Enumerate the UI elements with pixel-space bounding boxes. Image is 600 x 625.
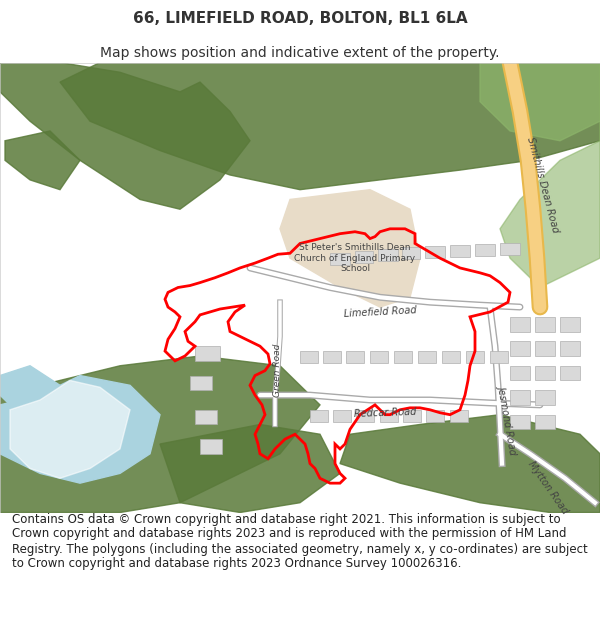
FancyBboxPatch shape <box>195 410 217 424</box>
Text: Limefield Road: Limefield Road <box>343 305 416 319</box>
FancyBboxPatch shape <box>535 390 555 405</box>
FancyBboxPatch shape <box>346 351 364 363</box>
Polygon shape <box>340 414 600 512</box>
FancyBboxPatch shape <box>560 317 580 331</box>
Polygon shape <box>0 376 160 483</box>
Polygon shape <box>0 366 60 414</box>
FancyBboxPatch shape <box>510 390 530 405</box>
Text: Map shows position and indicative extent of the property.: Map shows position and indicative extent… <box>100 46 500 59</box>
FancyBboxPatch shape <box>535 414 555 429</box>
FancyBboxPatch shape <box>450 410 468 421</box>
FancyBboxPatch shape <box>394 351 412 363</box>
Polygon shape <box>60 62 600 189</box>
FancyBboxPatch shape <box>475 244 495 256</box>
FancyBboxPatch shape <box>442 351 460 363</box>
FancyBboxPatch shape <box>490 351 508 363</box>
FancyBboxPatch shape <box>310 410 328 421</box>
FancyBboxPatch shape <box>535 341 555 356</box>
FancyBboxPatch shape <box>560 366 580 381</box>
Text: St Peter's Smithills Dean
Church of England Primary
School: St Peter's Smithills Dean Church of Engl… <box>295 243 416 273</box>
Polygon shape <box>10 381 130 478</box>
FancyBboxPatch shape <box>323 351 341 363</box>
FancyBboxPatch shape <box>418 351 436 363</box>
Text: Redcar Road: Redcar Road <box>353 407 416 419</box>
FancyBboxPatch shape <box>510 366 530 381</box>
Text: Jesmond Road: Jesmond Road <box>497 384 519 455</box>
FancyBboxPatch shape <box>426 410 444 421</box>
FancyBboxPatch shape <box>510 317 530 331</box>
FancyBboxPatch shape <box>300 351 318 363</box>
FancyBboxPatch shape <box>330 253 350 265</box>
Text: 66, LIMEFIELD ROAD, BOLTON, BL1 6LA: 66, LIMEFIELD ROAD, BOLTON, BL1 6LA <box>133 11 467 26</box>
FancyBboxPatch shape <box>190 376 212 390</box>
Polygon shape <box>0 356 320 512</box>
FancyBboxPatch shape <box>355 251 373 263</box>
FancyBboxPatch shape <box>425 246 445 258</box>
FancyBboxPatch shape <box>466 351 484 363</box>
FancyBboxPatch shape <box>333 410 351 421</box>
FancyBboxPatch shape <box>510 341 530 356</box>
Polygon shape <box>160 424 340 512</box>
FancyBboxPatch shape <box>535 366 555 381</box>
Polygon shape <box>0 62 250 209</box>
Text: Green Road: Green Road <box>274 344 283 398</box>
FancyBboxPatch shape <box>510 414 530 429</box>
FancyBboxPatch shape <box>500 244 520 255</box>
Polygon shape <box>480 62 600 141</box>
FancyBboxPatch shape <box>370 351 388 363</box>
Text: Mytton Road: Mytton Road <box>526 460 570 516</box>
Polygon shape <box>500 121 600 288</box>
FancyBboxPatch shape <box>560 341 580 356</box>
FancyBboxPatch shape <box>450 246 470 257</box>
Polygon shape <box>280 189 420 307</box>
Text: Smithills Dean Road: Smithills Dean Road <box>526 136 560 234</box>
FancyBboxPatch shape <box>356 410 374 421</box>
FancyBboxPatch shape <box>378 249 398 261</box>
FancyBboxPatch shape <box>403 410 421 421</box>
FancyBboxPatch shape <box>535 317 555 331</box>
FancyBboxPatch shape <box>195 346 220 361</box>
FancyBboxPatch shape <box>380 410 398 421</box>
FancyBboxPatch shape <box>200 439 222 454</box>
Text: Contains OS data © Crown copyright and database right 2021. This information is : Contains OS data © Crown copyright and d… <box>12 512 588 571</box>
Polygon shape <box>5 131 80 189</box>
FancyBboxPatch shape <box>402 248 420 259</box>
